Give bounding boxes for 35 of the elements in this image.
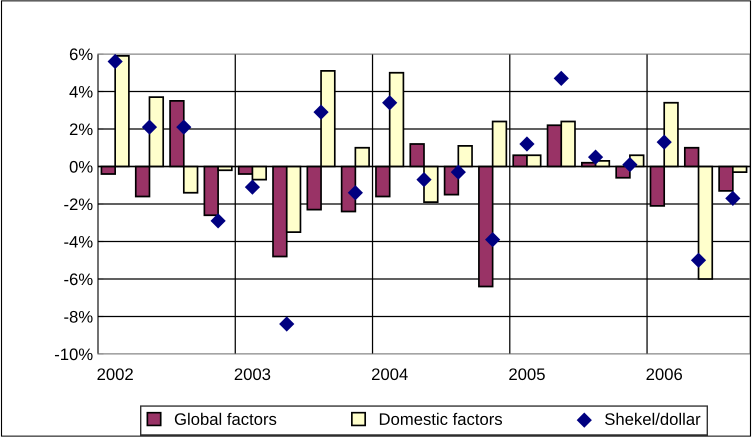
point <box>622 157 638 172</box>
x-tick-label: 2006 <box>646 368 682 380</box>
point <box>210 213 226 228</box>
y-tick-label: 6% <box>70 48 93 60</box>
y-tick-label: -4% <box>64 236 93 248</box>
x-tick-label: 2004 <box>372 368 408 380</box>
point <box>279 316 294 332</box>
x-tick-label: 2005 <box>509 368 545 380</box>
point <box>588 150 604 165</box>
point <box>485 232 500 248</box>
x-tick-label: 2003 <box>234 368 270 380</box>
point <box>554 70 569 86</box>
y-tick-label: -8% <box>64 310 93 323</box>
x-tick-label: 2002 <box>97 368 133 380</box>
legend-label: Global factors <box>174 412 276 426</box>
point <box>142 120 158 135</box>
point <box>690 252 706 268</box>
point <box>416 172 432 188</box>
y-tick-label: 2% <box>70 123 93 136</box>
point <box>176 120 192 135</box>
point <box>244 180 260 195</box>
point <box>656 134 672 150</box>
point <box>450 164 466 180</box>
y-tick-label: -2% <box>64 198 93 210</box>
point <box>519 136 535 152</box>
point <box>382 95 398 110</box>
y-tick-label: -6% <box>64 273 93 286</box>
point <box>725 190 740 206</box>
point <box>108 54 123 70</box>
point <box>313 104 329 120</box>
legend-label: Domestic factors <box>380 412 502 426</box>
y-tick-label: -10% <box>54 348 93 360</box>
legend-label: Shekel/dollar <box>605 412 700 426</box>
y-tick-label: 0% <box>70 160 93 173</box>
y-tick-label: 4% <box>69 86 93 98</box>
